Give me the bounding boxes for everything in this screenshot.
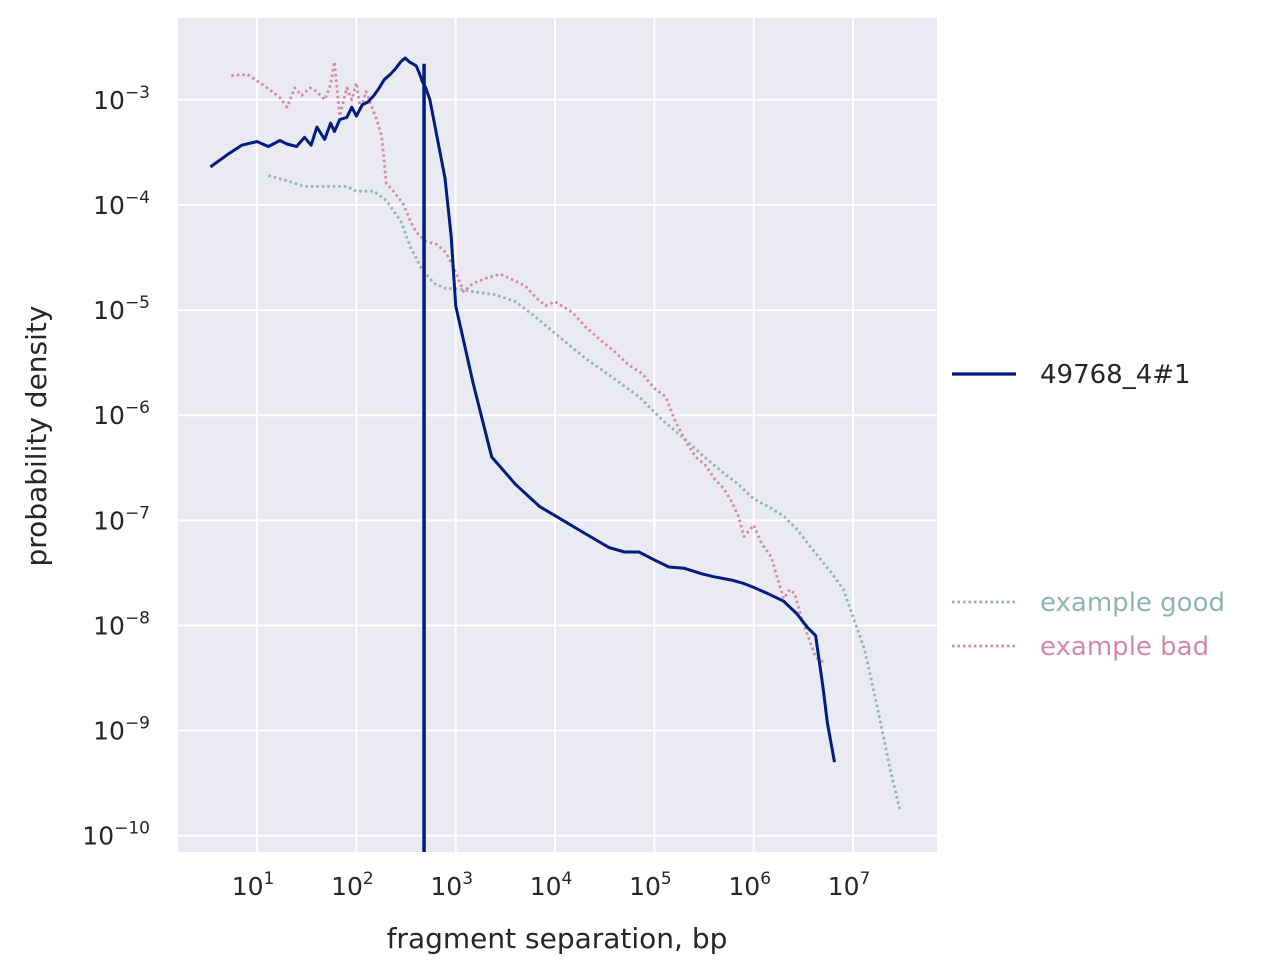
x-tick-label: 101	[232, 869, 275, 901]
y-axis-label: probability density	[20, 306, 53, 567]
series-layer	[209, 56, 902, 852]
y-tick-label: 10−5	[93, 293, 150, 325]
legend-label: example good	[1040, 588, 1225, 618]
y-tick-label: 10−8	[93, 608, 150, 640]
legend-label: 49768_4#1	[1040, 360, 1191, 390]
x-tick-label: 102	[331, 869, 374, 901]
plot-area-background	[178, 18, 937, 852]
y-tick-label: 10−7	[93, 503, 150, 535]
y-tick-label: 10−4	[93, 188, 150, 220]
y-tick-label: 10−6	[93, 398, 150, 430]
series-line-example-good	[268, 174, 902, 812]
y-tick-label: 10−10	[82, 819, 150, 851]
y-tick-label: 10−9	[93, 714, 150, 746]
x-tick-label: 103	[430, 869, 473, 901]
ticks: 101 102 103 104 105 106 107 10−3 10−4 10−5 10−6 10−…	[82, 83, 870, 901]
legend-label: example bad	[1040, 632, 1209, 662]
grid	[178, 18, 937, 852]
x-tick-label: 106	[728, 869, 771, 901]
x-tick-label: 105	[629, 869, 672, 901]
y-tick-label: 10−3	[93, 83, 150, 115]
series-line-example-bad	[231, 60, 824, 664]
x-axis-label: fragment separation, bp	[387, 922, 728, 955]
x-tick-label: 104	[530, 869, 573, 901]
x-tick-label: 107	[828, 869, 871, 901]
